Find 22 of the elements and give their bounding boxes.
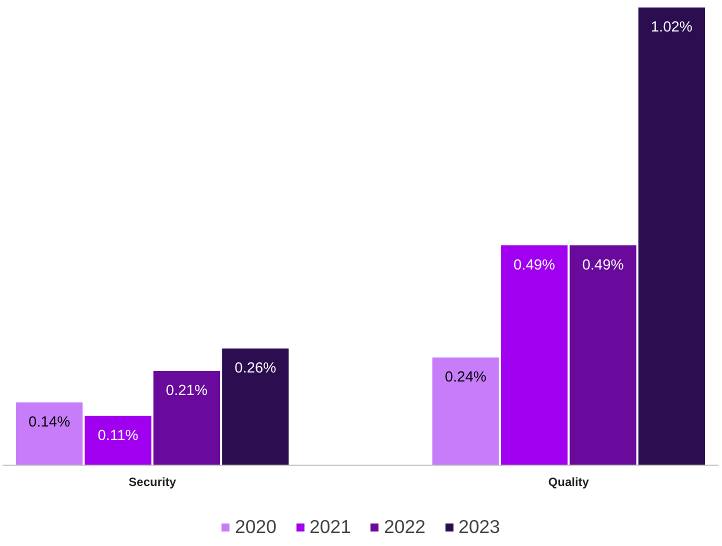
bar xyxy=(432,358,499,466)
legend-label: 2020 xyxy=(234,516,276,538)
data-label: 0.49% xyxy=(582,257,624,274)
bar xyxy=(84,416,152,466)
data-label: 0.11% xyxy=(98,428,138,444)
data-label: 0.21% xyxy=(166,382,208,399)
data-label: 0.26% xyxy=(234,360,276,377)
x-tick-label: Security xyxy=(128,475,176,490)
bar xyxy=(153,370,220,466)
legend-label: 2023 xyxy=(458,516,500,538)
data-label: 1.02% xyxy=(650,19,692,36)
bar xyxy=(500,245,568,466)
x-tick-label: Quality xyxy=(548,475,590,490)
data-label: 0.14% xyxy=(28,414,70,430)
data-label: 0.24% xyxy=(444,370,486,386)
legend-label: 2022 xyxy=(384,516,426,538)
legend-label: 2021 xyxy=(309,516,351,538)
bar xyxy=(570,245,636,466)
data-label: 0.49% xyxy=(514,257,556,274)
bar xyxy=(16,402,83,466)
bar xyxy=(638,7,705,466)
bar xyxy=(222,348,289,466)
